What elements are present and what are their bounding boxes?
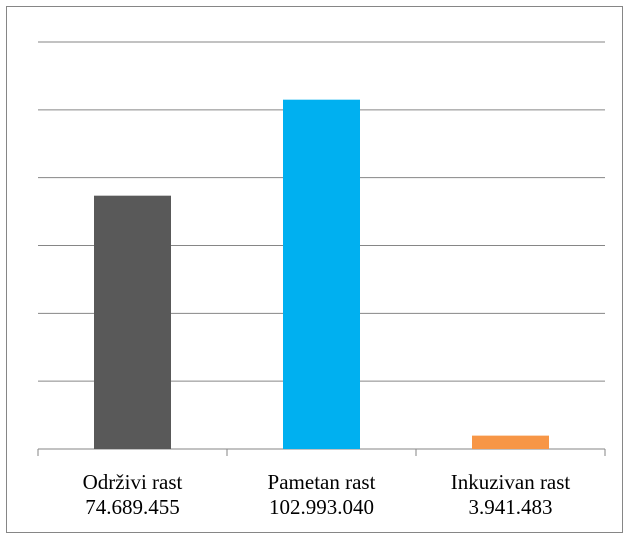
x-tick-label: Pametan rast	[268, 470, 376, 494]
bar	[283, 99, 360, 449]
x-tick-label: Održivi rast	[83, 470, 183, 494]
x-tick-label: Inkuzivan rast	[451, 470, 571, 494]
value-label: 74.689.455	[85, 495, 180, 519]
value-label: 102.993.040	[269, 495, 374, 519]
value-label: 3.941.483	[469, 495, 553, 519]
bar	[472, 435, 549, 449]
bar	[94, 195, 171, 449]
